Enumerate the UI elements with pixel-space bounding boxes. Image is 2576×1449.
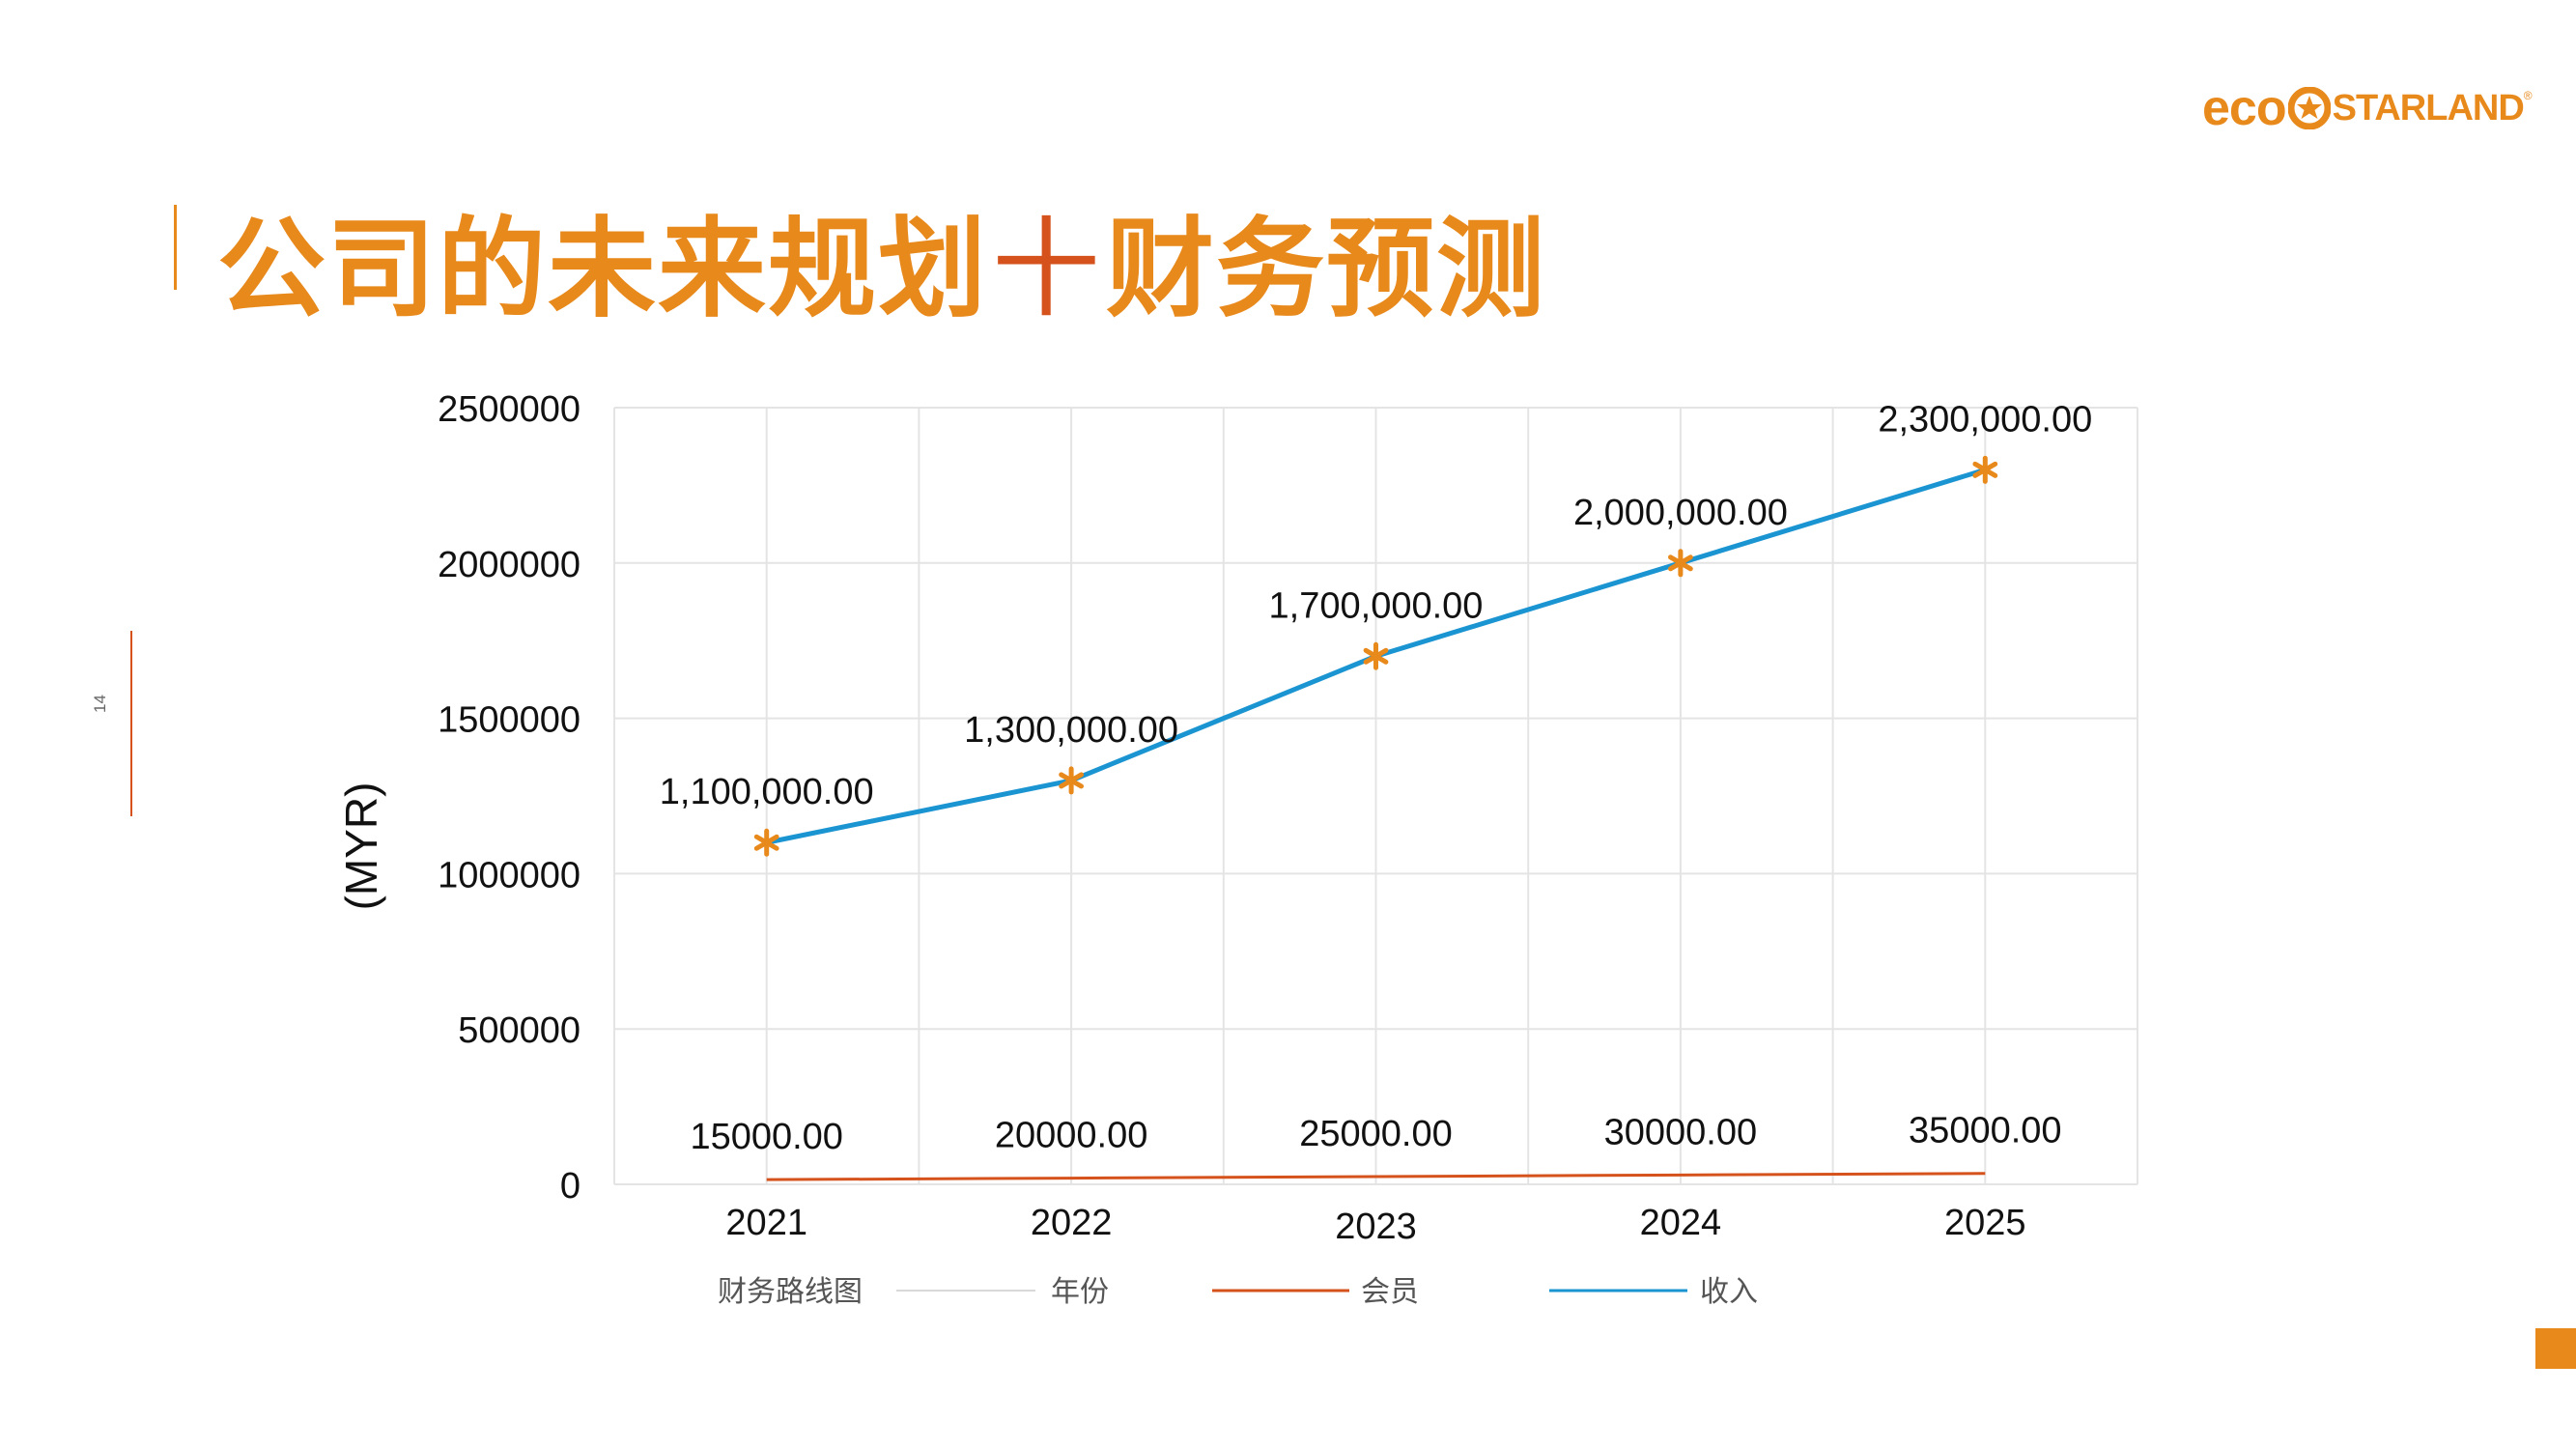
data-label: 1,100,000.00 bbox=[660, 772, 874, 812]
data-label: 15000.00 bbox=[690, 1117, 843, 1157]
y-tick-label: 2500000 bbox=[438, 389, 580, 430]
legend-label-year: 年份 bbox=[1051, 1275, 1109, 1309]
x-tick-label: 2021 bbox=[725, 1203, 807, 1243]
y-tick-label: 1500000 bbox=[438, 700, 580, 741]
corner-accent-square bbox=[2535, 1328, 2576, 1369]
legend-title: 财务路线图 bbox=[718, 1275, 863, 1309]
x-tick-label: 2024 bbox=[1640, 1203, 1722, 1243]
logo-registered-mark: ® bbox=[2523, 89, 2533, 102]
y-tick-label: 500000 bbox=[458, 1010, 580, 1051]
title-left: 公司的未来规划 bbox=[217, 207, 988, 332]
data-label: 1,300,000.00 bbox=[964, 710, 1178, 751]
data-label: 2,300,000.00 bbox=[1878, 399, 2092, 440]
y-axis-ticks: 0 500000 1000000 1500000 2000000 2500000 bbox=[438, 389, 580, 1207]
asterisk-marker bbox=[1972, 455, 1998, 484]
legend-label-member: 会员 bbox=[1361, 1275, 1419, 1309]
data-label: 25000.00 bbox=[1299, 1114, 1453, 1154]
x-tick-label: 2022 bbox=[1031, 1203, 1113, 1243]
x-tick-label: 2025 bbox=[1944, 1203, 2026, 1243]
page-number-rule bbox=[130, 631, 132, 816]
x-axis-ticks: 2021 2022 2023 2024 2025 bbox=[725, 1203, 2025, 1247]
asterisk-marker bbox=[1059, 766, 1084, 795]
data-label: 20000.00 bbox=[995, 1116, 1148, 1156]
y-tick-label: 0 bbox=[560, 1166, 580, 1207]
title-right: 财务预测 bbox=[1106, 207, 1546, 332]
series-line-member bbox=[766, 1172, 1986, 1181]
star-icon bbox=[2287, 87, 2331, 129]
legend-label-income: 收入 bbox=[1700, 1275, 1758, 1309]
chart-legend: 财务路线图 年份 会员 收入 bbox=[718, 1275, 1758, 1309]
page-title: 公司的未来规划十财务预测 bbox=[217, 182, 1546, 338]
asterisk-marker bbox=[753, 828, 779, 857]
y-axis-title: (MYR) bbox=[336, 782, 386, 911]
chart-series: 1,100,000.00 1,300,000.00 1,700,000.00 2,00… bbox=[660, 399, 2092, 1181]
asterisk-marker bbox=[1363, 641, 1389, 670]
data-label: 30000.00 bbox=[1604, 1112, 1758, 1152]
title-plus: 十 bbox=[992, 207, 1102, 332]
chart-grid bbox=[613, 407, 2138, 1185]
title-accent-bar bbox=[174, 205, 177, 290]
logo-brand-text: STARLAND bbox=[2332, 87, 2525, 128]
asterisk-marker bbox=[1668, 549, 1693, 578]
x-tick-label: 2023 bbox=[1335, 1207, 1417, 1247]
logo-eco-text: eco bbox=[2202, 80, 2287, 136]
ecostarland-logo: eco STARLAND ® bbox=[2202, 79, 2533, 137]
data-label: 1,700,000.00 bbox=[1269, 585, 1484, 626]
y-tick-label: 1000000 bbox=[438, 855, 580, 895]
y-tick-label: 2000000 bbox=[438, 545, 580, 585]
data-label: 2,000,000.00 bbox=[1573, 493, 1788, 533]
data-label: 35000.00 bbox=[1909, 1111, 2062, 1151]
